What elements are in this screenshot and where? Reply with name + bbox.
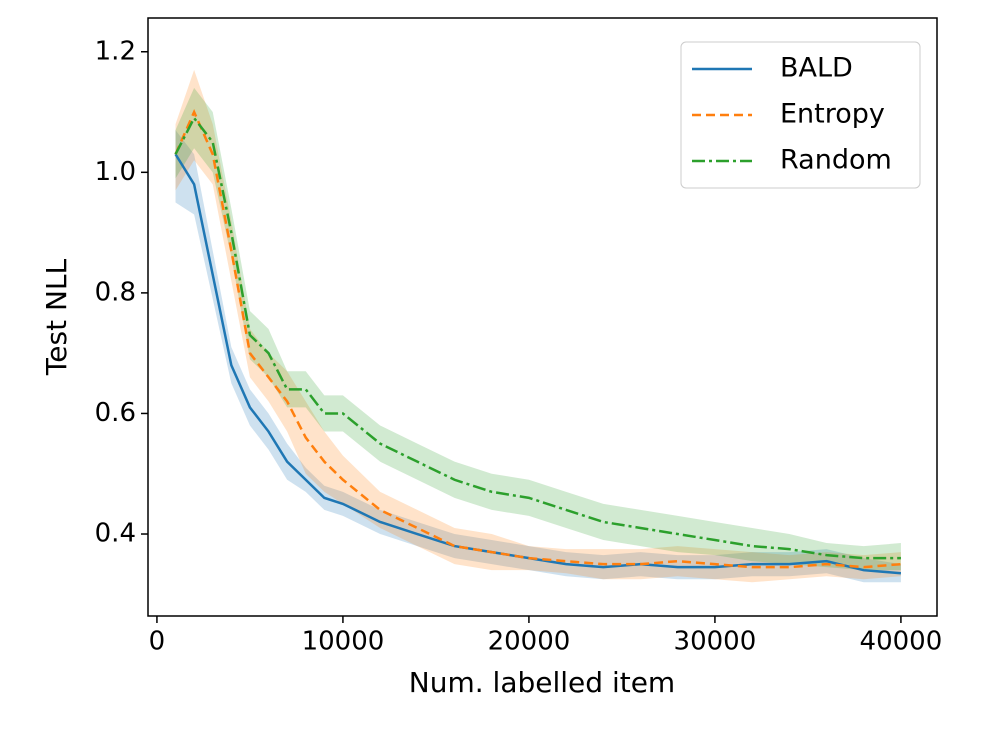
legend-label: Entropy xyxy=(780,99,885,130)
x-tick-label: 0 xyxy=(149,627,166,657)
y-tick-label: 0.8 xyxy=(95,277,136,307)
series-line xyxy=(174,153,902,575)
series-line xyxy=(174,108,902,569)
x-tick-label: 10000 xyxy=(302,627,385,657)
x-tick-label: 20000 xyxy=(488,627,571,657)
legend: BALD Entropy Random xyxy=(680,41,921,189)
y-tick-label: 1.0 xyxy=(95,157,136,187)
legend-label: Random xyxy=(780,145,892,176)
y-tick-label: 1.2 xyxy=(95,36,136,66)
series-line xyxy=(174,115,901,560)
x-tick-label: 40000 xyxy=(860,627,943,657)
y-tick-label: 0.6 xyxy=(95,398,136,428)
plot-frame xyxy=(147,17,938,617)
x-tick-label: 30000 xyxy=(674,627,757,657)
y-axis-label: Test NLL xyxy=(40,259,73,377)
legend-box xyxy=(680,41,921,189)
x-axis-label: Num. labelled item xyxy=(409,666,675,699)
legend-label: BALD xyxy=(780,53,853,84)
y-tick-label: 0.4 xyxy=(95,519,136,549)
